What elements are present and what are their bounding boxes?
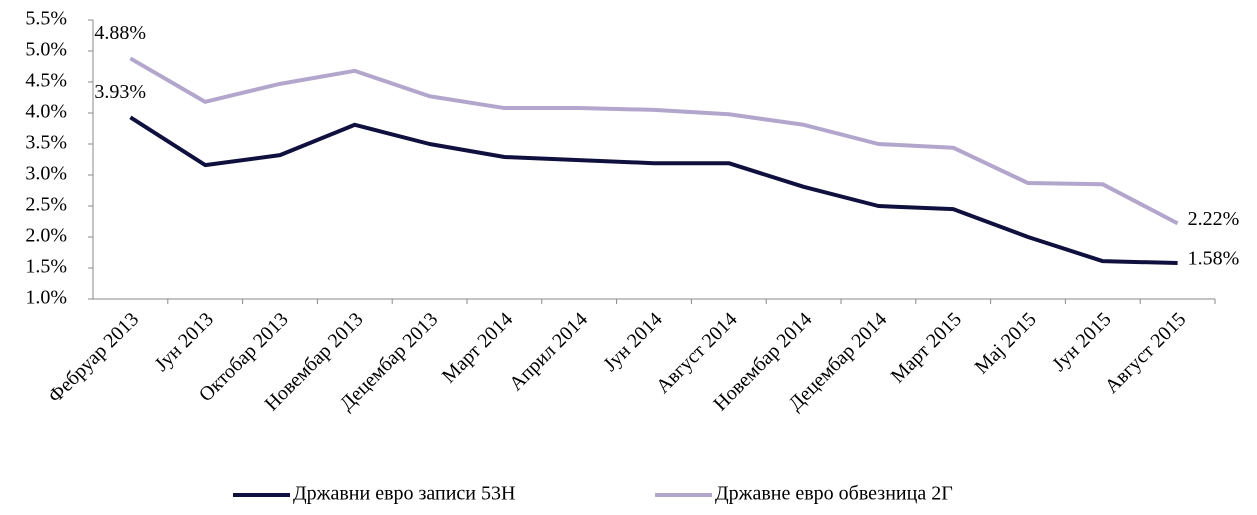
y-tick-label: 4.5% — [25, 70, 67, 92]
legend-label: Државне евро обвезница 2Г — [715, 483, 953, 505]
y-tick-label: 2.0% — [25, 225, 67, 247]
y-tick-label: 3.5% — [25, 132, 67, 154]
x-tick-label: Јун 2015 — [1048, 308, 1116, 376]
value-label: 4.88% — [94, 22, 146, 44]
x-tick-label: Мај 2015 — [971, 308, 1041, 378]
y-tick-label: 5.0% — [25, 39, 67, 61]
y-tick-label: 4.0% — [25, 101, 67, 123]
x-tick-label: Јун 2014 — [599, 308, 667, 376]
line-series — [129, 115, 1178, 266]
x-tick-label: Март 2015 — [887, 308, 966, 387]
y-tick-label: 1.5% — [25, 256, 67, 278]
x-tick-label: Јун 2013 — [150, 308, 218, 376]
y-tick-label: 3.0% — [25, 163, 67, 185]
value-label: 1.58% — [1188, 248, 1240, 270]
x-tick-label: Април 2014 — [505, 308, 592, 395]
y-tick-label: 2.5% — [25, 194, 67, 216]
legend-label: Државни евро записи 53Н — [293, 483, 515, 505]
x-tick-label: Фебруар 2013 — [44, 308, 143, 407]
x-tick-label: Март 2014 — [438, 308, 517, 387]
x-tick-label: Август 2015 — [1101, 308, 1191, 398]
value-label: 2.22% — [1188, 208, 1240, 230]
value-label: 3.93% — [94, 81, 146, 103]
y-tick-label: 1.0% — [25, 287, 67, 309]
line-series — [129, 56, 1179, 226]
y-tick-label: 5.5% — [25, 8, 67, 30]
